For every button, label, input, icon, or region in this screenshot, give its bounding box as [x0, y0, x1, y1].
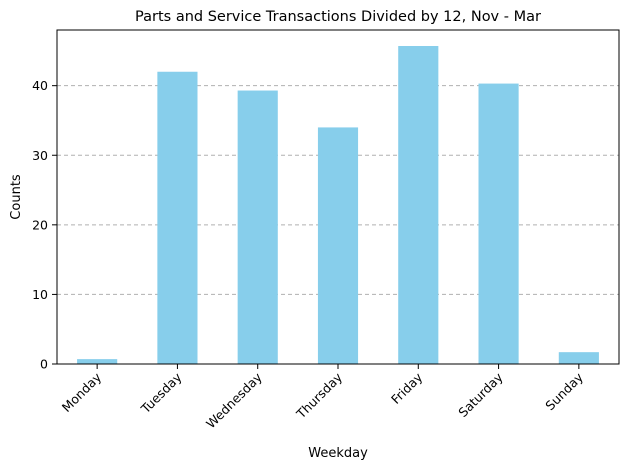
x-tick-label: Tuesday: [137, 369, 185, 417]
x-tick-label: Saturday: [455, 369, 506, 420]
y-tick-label: 10: [32, 287, 48, 302]
x-tick-label: Thursday: [293, 369, 346, 422]
y-tick-label: 0: [40, 357, 48, 372]
bar-wednesday: [237, 90, 278, 364]
x-tick-label: Sunday: [542, 369, 586, 413]
bar-friday: [398, 46, 439, 365]
bar-sunday: [558, 352, 599, 364]
x-axis-label: Weekday: [308, 446, 368, 461]
y-tick-label: 30: [32, 148, 48, 163]
bars: [77, 46, 599, 365]
x-ticks: Monday Tuesday Wednesday Thursday Friday Satu…: [59, 364, 586, 431]
chart-title: Parts and Service Transactions Divided b…: [135, 9, 541, 25]
y-ticks: 0 10 20 30 40: [32, 78, 57, 372]
bar-monday: [77, 359, 118, 364]
bar-thursday: [317, 127, 359, 365]
bar-saturday: [478, 83, 519, 365]
y-tick-label: 40: [32, 78, 48, 93]
y-tick-label: 20: [32, 217, 48, 232]
x-tick-label: Wednesday: [203, 369, 265, 431]
bar-tuesday: [157, 71, 198, 364]
y-axis-label: Counts: [9, 174, 24, 220]
x-tick-label: Friday: [388, 369, 426, 407]
x-tick-label: Monday: [59, 369, 105, 415]
